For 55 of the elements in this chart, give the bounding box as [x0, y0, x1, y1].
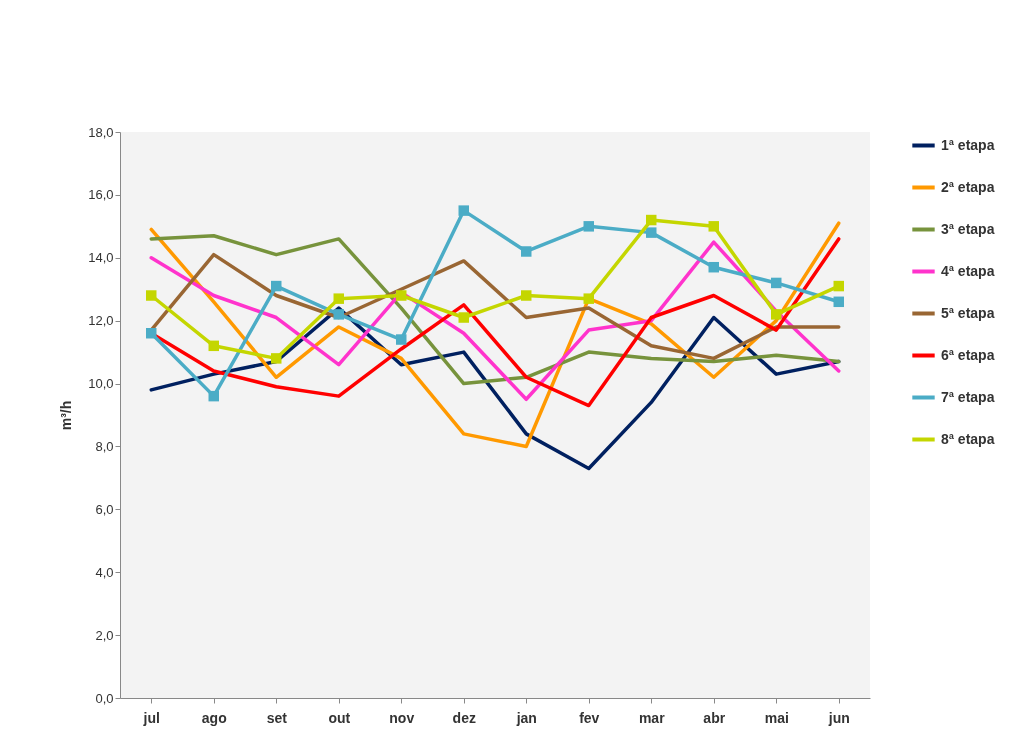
legend-label: 5ª etapa: [941, 304, 995, 321]
x-tick-label: abr: [703, 709, 726, 726]
y-axis-title: m³/h: [58, 400, 75, 431]
point: [271, 353, 282, 364]
legend-label: 1ª etapa: [941, 136, 995, 153]
legend-label: 6ª etapa: [941, 346, 995, 363]
x-tick-label: out: [328, 709, 351, 726]
x-tick-label: mar: [638, 709, 666, 726]
legend-label: 7ª etapa: [941, 388, 995, 405]
y-tick-label: 0,0: [95, 690, 114, 706]
legend-label: 2ª etapa: [941, 178, 995, 195]
point: [146, 328, 157, 339]
point: [271, 280, 282, 292]
y-tick-label: 2,0: [95, 627, 114, 643]
x-tick-label: set: [266, 709, 288, 726]
point: [583, 221, 594, 232]
point: [708, 221, 719, 232]
x-tick-label: mai: [764, 709, 789, 726]
y-tick-label: 18,0: [88, 124, 114, 140]
x-tick-label: dez: [452, 709, 476, 726]
point: [333, 309, 344, 320]
point: [146, 290, 157, 301]
point: [583, 293, 594, 304]
x-tick-label: nov: [389, 709, 415, 726]
y-tick-label: 6,0: [95, 501, 114, 517]
point: [458, 312, 469, 323]
point: [646, 227, 657, 238]
point: [396, 290, 407, 301]
point: [771, 309, 782, 320]
y-tick-label: 12,0: [88, 313, 114, 329]
point: [458, 205, 469, 216]
point: [646, 214, 657, 226]
x-tick-label: jun: [827, 709, 850, 726]
point: [833, 280, 844, 292]
y-tick-label: 14,0: [88, 250, 114, 266]
point: [208, 390, 219, 402]
legend-label: 8ª etapa: [941, 430, 995, 447]
y-tick-label: 8,0: [95, 438, 114, 454]
point: [708, 261, 719, 273]
x-tick-label: jul: [142, 709, 160, 726]
y-tick-label: 4,0: [95, 564, 114, 580]
x-tick-label: ago: [201, 709, 227, 726]
point: [521, 246, 532, 257]
point: [396, 334, 407, 345]
point: [771, 277, 782, 289]
point: [521, 290, 532, 301]
point: [208, 340, 219, 352]
point: [333, 293, 344, 304]
point: [833, 296, 844, 308]
x-tick-label: fev: [579, 709, 600, 726]
x-tick-label: jan: [515, 709, 537, 726]
legend-label: 3ª etapa: [941, 220, 995, 237]
y-tick-label: 10,0: [88, 376, 114, 392]
legend-label: 4ª etapa: [941, 262, 995, 279]
y-tick-label: 16,0: [88, 187, 114, 203]
